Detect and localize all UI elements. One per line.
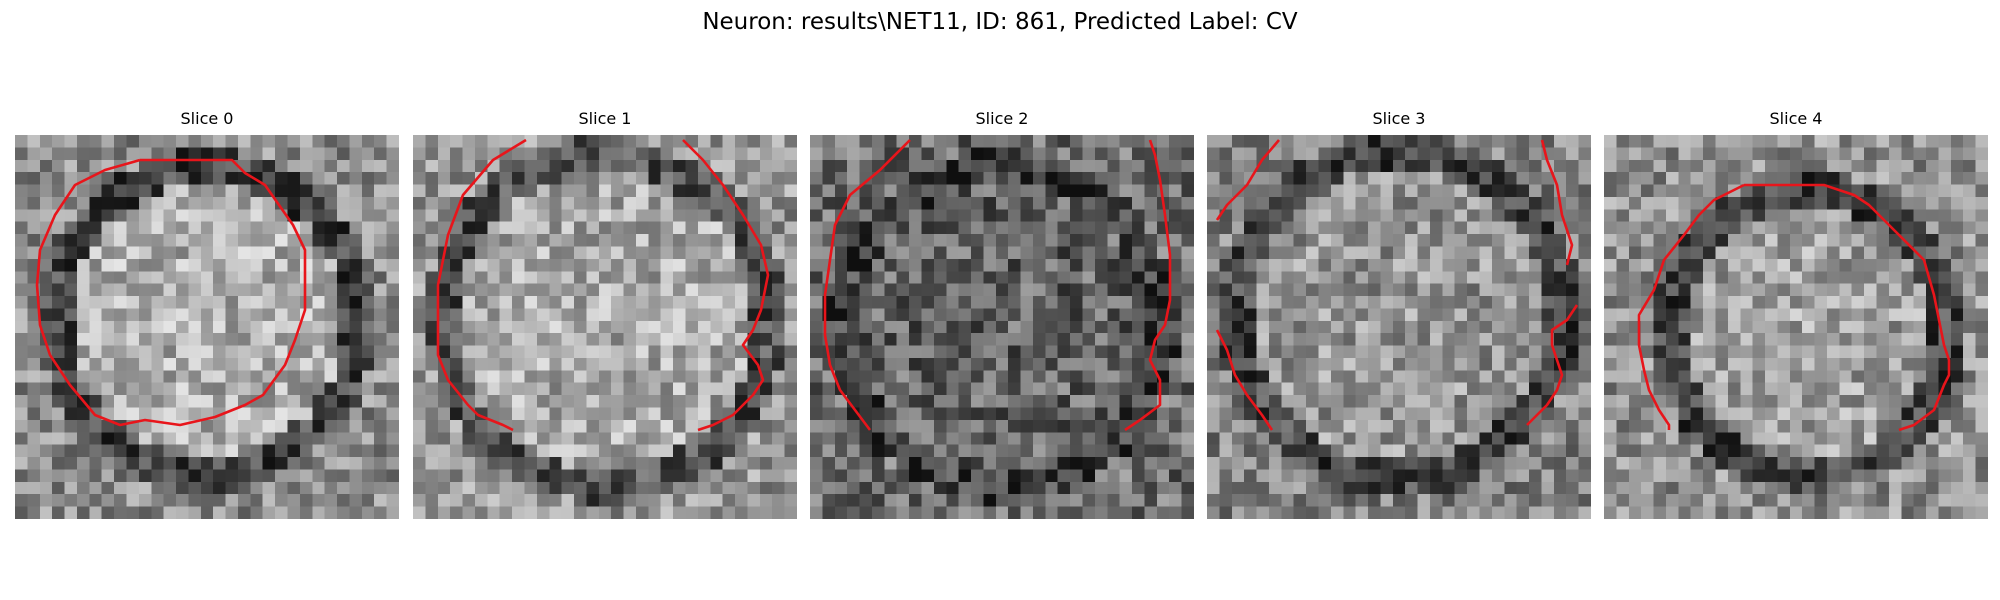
contour-line <box>1540 139 1574 266</box>
contour-line <box>823 139 911 431</box>
contour-line <box>1215 139 1280 221</box>
contour-line <box>436 138 527 432</box>
slice-panel-1: Slice 1 <box>413 108 797 519</box>
slice-pixels <box>1604 135 1988 519</box>
slice-pixels <box>15 135 399 519</box>
slice-panel-4: Slice 4 <box>1604 108 1988 519</box>
contour-line <box>682 139 770 432</box>
grayscale-slice-image <box>810 135 1194 519</box>
figure-title: Neuron: results\NET11, ID: 861, Predicte… <box>702 9 1298 35</box>
slice-title: Slice 2 <box>975 109 1029 128</box>
grayscale-slice-image <box>1604 135 1988 519</box>
slice-title: Slice 1 <box>578 109 632 128</box>
contour-line <box>1124 139 1172 432</box>
contour-line <box>1526 304 1579 426</box>
slice-pixels <box>810 135 1194 519</box>
slice-panel-3: Slice 3 <box>1207 108 1591 519</box>
slice-panel-2: Slice 2 <box>810 108 1194 519</box>
contour-line <box>35 158 307 427</box>
contour-line <box>1744 183 1951 432</box>
grayscale-slice-image <box>15 135 399 519</box>
grayscale-slice-image <box>413 135 797 519</box>
slice-title: Slice 4 <box>1769 109 1823 128</box>
slice-pixels <box>413 135 797 519</box>
slice-pixels <box>1207 135 1591 519</box>
slice-title: Slice 0 <box>180 109 234 128</box>
contour-line <box>1637 183 1745 430</box>
contour-line <box>1215 329 1274 431</box>
grayscale-slice-image <box>1207 135 1591 519</box>
slice-panel-0: Slice 0 <box>15 108 399 519</box>
slice-title: Slice 3 <box>1372 109 1426 128</box>
